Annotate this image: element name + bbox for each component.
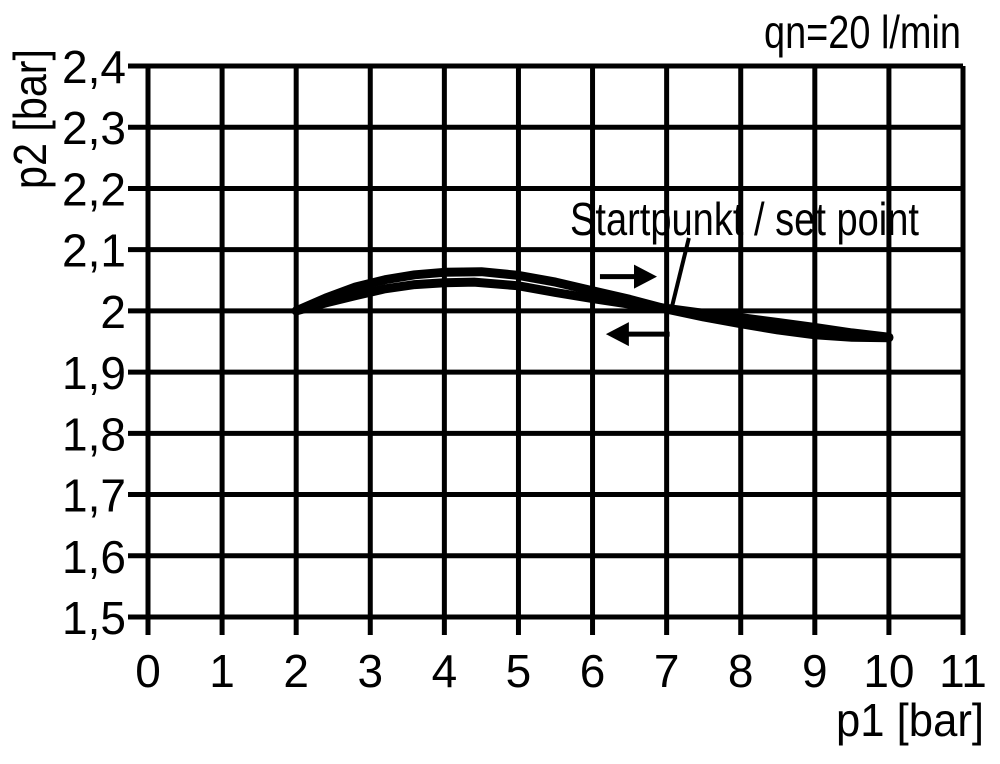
y-tick-label: 1,7 xyxy=(62,470,126,522)
x-tick-label: 3 xyxy=(357,645,383,697)
y-axis-label: p2 [bar] xyxy=(4,49,56,189)
y-tick-label: 1,8 xyxy=(62,408,126,460)
y-tick-label: 1,6 xyxy=(62,531,126,583)
annotation-layer xyxy=(669,237,691,308)
x-tick-label: 11 xyxy=(939,645,987,697)
hysteresis-curve xyxy=(291,267,894,343)
x-axis-label: p1 [bar] xyxy=(836,694,984,746)
y-tick-label: 2 xyxy=(100,286,126,338)
x-tick-label: 5 xyxy=(506,645,532,697)
x-tick-label: 6 xyxy=(580,645,606,697)
x-tick-label: 7 xyxy=(654,645,680,697)
x-tick-label: 4 xyxy=(432,645,458,697)
x-tick-label: 1 xyxy=(209,645,235,697)
chart-title: qn=20 l/min xyxy=(764,6,961,58)
flow-arrow-head-left xyxy=(605,322,629,347)
flow-arrows-layer xyxy=(599,264,670,347)
y-tick-label: 2,3 xyxy=(62,102,126,154)
setpoint-annotation-label: Startpunkt / set point xyxy=(570,193,919,245)
x-tick-label: 10 xyxy=(863,645,914,697)
x-tick-label: 2 xyxy=(283,645,309,697)
y-tick-label: 2,2 xyxy=(62,163,126,215)
setpoint-leader-line xyxy=(669,237,691,308)
y-tick-label: 2,4 xyxy=(62,41,126,93)
x-tick-label: 0 xyxy=(135,645,161,697)
tick-labels-layer: 0 1 2 3 4 5 6 7 8 9 10 112,42,32,22,121,91,81,71,61… xyxy=(62,41,987,697)
x-tick-label: 9 xyxy=(802,645,828,697)
curves-layer xyxy=(291,267,894,343)
x-tick-label: 8 xyxy=(728,645,754,697)
grid-layer xyxy=(128,63,966,635)
y-tick-label: 1,9 xyxy=(62,347,126,399)
hysteresis-curve xyxy=(291,277,894,342)
flow-arrow-head-right xyxy=(634,264,658,289)
y-tick-label: 2,1 xyxy=(62,225,126,277)
y-tick-label: 1,5 xyxy=(62,592,126,644)
